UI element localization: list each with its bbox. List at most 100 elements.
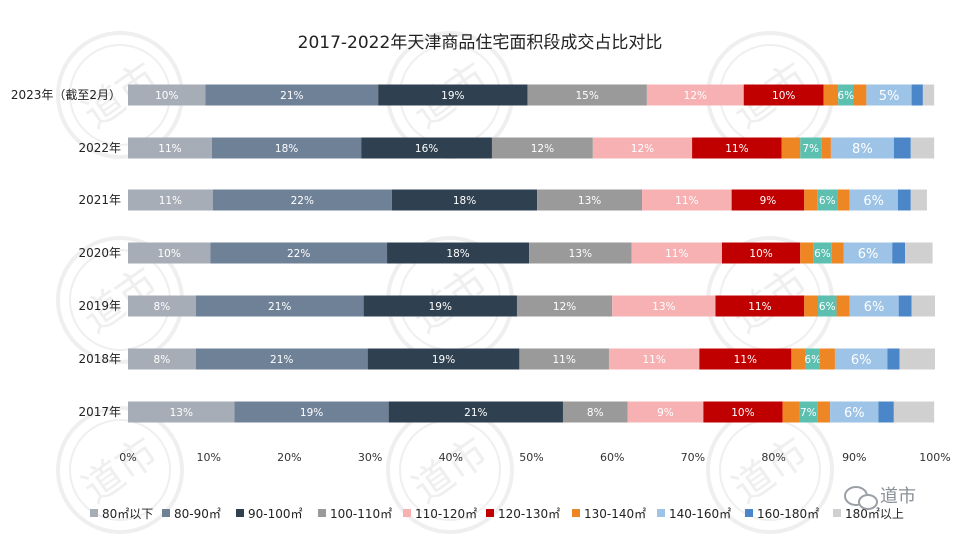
data-label: 6% bbox=[819, 195, 836, 207]
legend-swatch bbox=[162, 509, 170, 517]
legend-item: 180㎡以上 bbox=[833, 507, 904, 521]
legend-swatch bbox=[90, 509, 98, 517]
data-label: 16% bbox=[415, 143, 438, 155]
bar-segment bbox=[831, 242, 844, 264]
watermark-text: 道市 bbox=[75, 429, 167, 513]
chart-title: 2017-2022年天津商品住宅面积段成交占比对比 bbox=[298, 33, 663, 53]
legend: 80㎡以下 80-90㎡ 90-100㎡ 100-110㎡ 110-120㎡ 120-13… bbox=[90, 507, 904, 521]
data-label: 13% bbox=[569, 248, 592, 260]
data-label: 11% bbox=[553, 354, 576, 366]
x-tick-label: 0% bbox=[119, 451, 136, 464]
bar-segment bbox=[853, 84, 867, 106]
category-label: 2023年（截至2月） bbox=[11, 88, 121, 102]
legend-item: 120-130㎡ bbox=[486, 507, 560, 521]
data-label: 22% bbox=[287, 248, 310, 260]
data-label: 21% bbox=[464, 407, 487, 419]
legend-swatch bbox=[833, 509, 841, 517]
data-label: 6% bbox=[814, 248, 831, 260]
legend-label: 130-140㎡ bbox=[584, 507, 646, 521]
bar-segment bbox=[910, 137, 935, 159]
bar-segment bbox=[703, 401, 783, 423]
bar-segment bbox=[721, 242, 801, 264]
bar-segment bbox=[800, 242, 814, 264]
data-label: 7% bbox=[800, 407, 817, 419]
bars-layer: 10% 21% 19% 15% 12% 10% 6% 5% 11% 18% 16% 12% 12% 11%… bbox=[128, 84, 935, 423]
bar-segment bbox=[799, 401, 818, 423]
legend-item: 110-120㎡ bbox=[403, 507, 477, 521]
legend-swatch bbox=[657, 509, 665, 517]
bar-segment bbox=[529, 242, 632, 264]
x-tick-label: 20% bbox=[277, 451, 301, 464]
data-label: 10% bbox=[155, 90, 178, 102]
bar-segment bbox=[391, 189, 538, 211]
bar-segment bbox=[910, 189, 927, 211]
bar-segment bbox=[892, 242, 906, 264]
legend-item: 90-100㎡ bbox=[236, 507, 303, 521]
x-tick-label: 80% bbox=[761, 451, 785, 464]
x-tick-label: 40% bbox=[439, 451, 463, 464]
bar-segment bbox=[813, 242, 832, 264]
bar-segment bbox=[537, 189, 643, 211]
category-label: 2021年 bbox=[78, 193, 121, 207]
bar-segment bbox=[212, 189, 392, 211]
x-tick-label: 70% bbox=[681, 451, 705, 464]
legend-label: 80-90㎡ bbox=[174, 507, 221, 521]
data-label: 8% bbox=[587, 407, 604, 419]
watermark-text: 道市 bbox=[725, 429, 817, 513]
bar-segment bbox=[516, 295, 613, 317]
bar-segment bbox=[878, 401, 894, 423]
data-label: 15% bbox=[576, 90, 599, 102]
brand-logo: 道市 bbox=[844, 486, 916, 510]
bar-segment bbox=[897, 189, 911, 211]
data-label: 19% bbox=[432, 354, 455, 366]
data-label: 6% bbox=[819, 301, 836, 313]
data-label: 6% bbox=[858, 247, 879, 262]
category-labels: 2023年（截至2月） 2022年 2021年 2020年 2019年 2018年 2017… bbox=[11, 88, 121, 419]
bar-segment bbox=[843, 242, 893, 264]
data-label: 12% bbox=[631, 143, 654, 155]
legend-label: 120-130㎡ bbox=[498, 507, 560, 521]
legend-swatch bbox=[403, 509, 411, 517]
bar-segment bbox=[388, 401, 563, 423]
data-label: 22% bbox=[291, 195, 314, 207]
bar-segment bbox=[612, 295, 716, 317]
data-label: 21% bbox=[270, 354, 293, 366]
data-label: 11% bbox=[675, 195, 698, 207]
data-label: 6% bbox=[804, 354, 821, 366]
legend-label: 160-180㎡ bbox=[757, 507, 819, 521]
legend-item: 160-180㎡ bbox=[745, 507, 819, 521]
data-label: 11% bbox=[748, 301, 771, 313]
data-label: 12% bbox=[531, 143, 554, 155]
data-label: 11% bbox=[159, 195, 182, 207]
data-label: 9% bbox=[760, 195, 777, 207]
bar-segment bbox=[128, 189, 213, 211]
bar-segment bbox=[899, 348, 935, 370]
bar-segment bbox=[642, 189, 732, 211]
legend-item: 130-140㎡ bbox=[572, 507, 646, 521]
category-label: 2018年 bbox=[78, 352, 121, 366]
data-label: 10% bbox=[749, 248, 772, 260]
bar-segment bbox=[838, 84, 854, 106]
bar-segment bbox=[210, 242, 388, 264]
bar-segment bbox=[887, 348, 900, 370]
bar-segment bbox=[128, 401, 235, 423]
data-label: 19% bbox=[300, 407, 323, 419]
data-label: 18% bbox=[446, 248, 469, 260]
bar-segment bbox=[743, 84, 824, 106]
data-label: 21% bbox=[268, 301, 291, 313]
bar-segment bbox=[592, 137, 693, 159]
bar-segment bbox=[819, 348, 835, 370]
bar-segment bbox=[205, 84, 379, 106]
bar-segment bbox=[834, 348, 888, 370]
x-tick-label: 30% bbox=[358, 451, 382, 464]
data-label: 13% bbox=[170, 407, 193, 419]
data-label: 13% bbox=[578, 195, 601, 207]
bar-segment bbox=[823, 84, 839, 106]
bar-segment bbox=[608, 348, 700, 370]
bar-segment bbox=[791, 348, 806, 370]
bar-segment bbox=[821, 137, 831, 159]
bar-segment bbox=[830, 401, 879, 423]
bar-segment bbox=[817, 295, 837, 317]
bar-segment bbox=[234, 401, 389, 423]
